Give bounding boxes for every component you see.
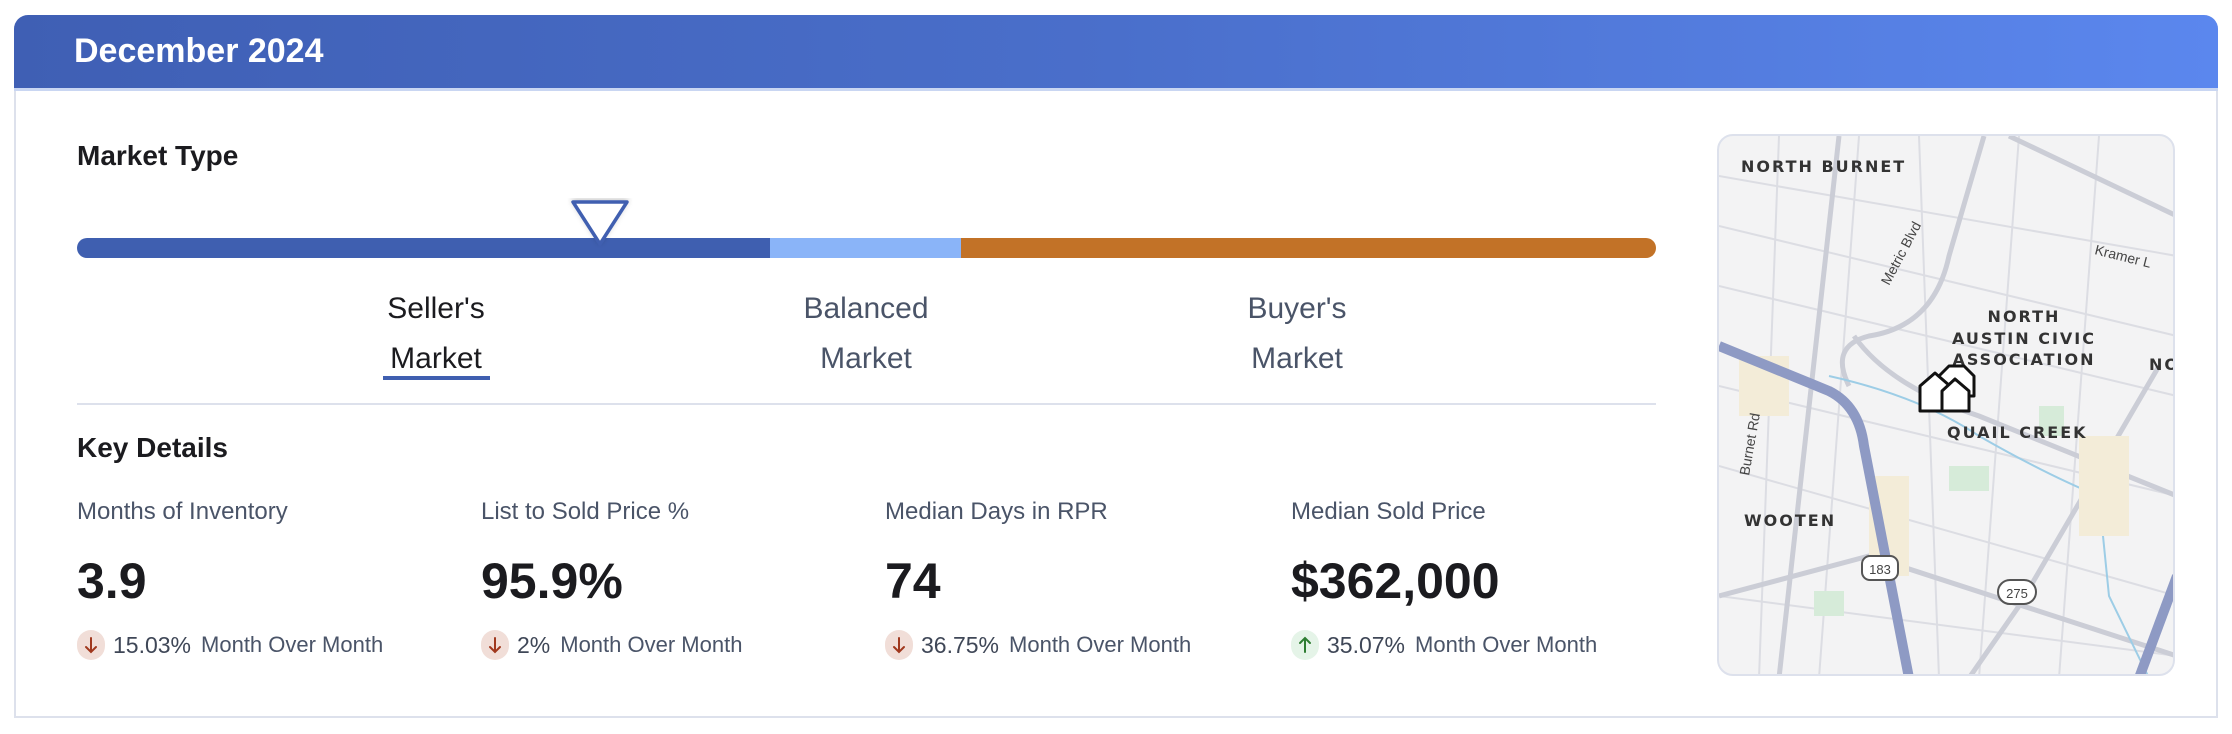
label-line: Market [820, 342, 912, 375]
neighborhood-houses-icon [1918, 364, 1976, 413]
buyers-market-label[interactable]: Buyer's Market [1187, 284, 1407, 384]
map-label: NO [2149, 355, 2175, 374]
map-image: NORTH BURNET Metric Blvd Kramer L NORTH … [1719, 136, 2175, 674]
map-label: QUAIL CREEK [1947, 423, 2088, 442]
metric-label: Median Sold Price [1291, 498, 1486, 525]
change-period: Month Over Month [1009, 632, 1192, 657]
label-line: Market [1251, 342, 1343, 375]
metric-value: 95.9% [481, 553, 623, 609]
header-title: December 2024 [74, 32, 324, 70]
arrow-down-icon [481, 630, 509, 660]
map-label: Metric Blvd [1878, 219, 1925, 288]
metric-change: 36.75% Month Over Month [885, 630, 1285, 660]
label-line: Seller's [387, 292, 485, 325]
arrow-down-icon [885, 630, 913, 660]
arrow-up-icon [1291, 630, 1319, 660]
map-label: Burnet Rd [1736, 412, 1763, 477]
market-type-bar [77, 238, 1656, 258]
map-label: AUSTIN CIVIC [1952, 329, 2096, 348]
section-divider [77, 403, 1656, 405]
map-label: NORTH BURNET [1741, 157, 1906, 176]
market-card [14, 15, 2218, 718]
change-percent: 35.07% [1327, 631, 1406, 658]
map-label: NORTH [1988, 307, 2061, 326]
balanced-market-label[interactable]: Balanced Market [756, 284, 976, 384]
buyers-segment [961, 238, 1656, 258]
metric-median-days-in-rpr: Median Days in RPR 74 36.75% Month Over Mon… [885, 498, 1285, 660]
sellers-market-label[interactable]: Seller's Market [326, 284, 546, 384]
metric-change: 15.03% Month Over Month [77, 630, 477, 660]
highway-shield-275: 275 [2006, 586, 2028, 601]
metric-months-of-inventory: Months of Inventory 3.9 15.03% Month Over M… [77, 498, 477, 660]
map-label: ASSOCIATION [1952, 350, 2095, 369]
metric-label: Months of Inventory [77, 498, 288, 525]
map-label: WOOTEN [1744, 511, 1836, 530]
metric-list-to-sold-price: List to Sold Price % 95.9% 2% Month Over Mo… [481, 498, 881, 660]
change-percent: 36.75% [921, 631, 1000, 658]
label-line: Buyer's [1247, 292, 1347, 325]
balanced-segment [770, 238, 961, 258]
location-map[interactable]: NORTH BURNET Metric Blvd Kramer L NORTH … [1717, 134, 2175, 676]
active-underline [383, 376, 490, 380]
key-details-heading: Key Details [77, 432, 228, 463]
change-percent: 2% [517, 631, 551, 658]
metric-change: 2% Month Over Month [481, 630, 881, 660]
arrow-down-icon [77, 630, 105, 660]
metric-median-sold-price: Median Sold Price $362,000 35.07% Month Ove… [1291, 498, 1691, 660]
change-period: Month Over Month [560, 632, 743, 657]
metric-value: $362,000 [1291, 553, 1500, 609]
metric-change: 35.07% Month Over Month [1291, 630, 1691, 660]
market-type-heading: Market Type [77, 140, 239, 171]
label-line: Balanced [803, 292, 929, 325]
label-line: Market [390, 342, 482, 375]
card-header: December 2024 [14, 15, 2218, 91]
metric-value: 74 [885, 553, 941, 609]
market-position-marker-icon [571, 200, 629, 246]
change-percent: 15.03% [113, 631, 192, 658]
sellers-segment [77, 238, 770, 258]
change-period: Month Over Month [1415, 632, 1598, 657]
change-period: Month Over Month [201, 632, 384, 657]
highway-shield-183: 183 [1869, 562, 1891, 577]
metric-label: Median Days in RPR [885, 498, 1108, 525]
metric-label: List to Sold Price % [481, 498, 690, 525]
metric-value: 3.9 [77, 553, 147, 609]
